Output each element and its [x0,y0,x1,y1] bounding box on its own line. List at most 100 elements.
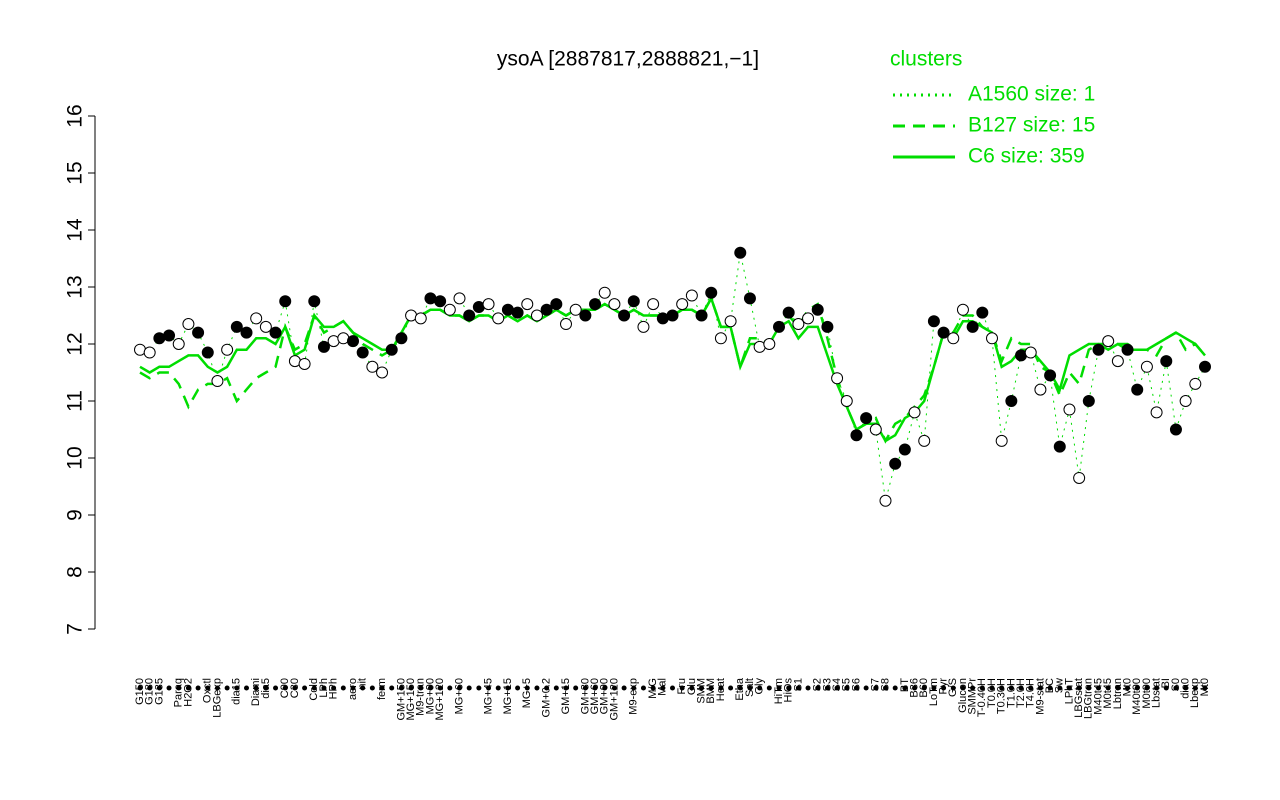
x-marker [544,685,550,691]
point [918,434,931,447]
x-tick-label: M/G [647,678,659,699]
x-marker [195,685,201,691]
x-tick-label: aero [347,678,359,700]
x-marker [457,685,462,691]
point [743,292,756,305]
point [230,320,243,333]
point [366,360,379,373]
point [782,306,795,319]
x-tick-label: S7 [870,678,882,691]
x-tick-label: S1 [792,678,804,691]
x-marker [679,685,685,691]
x-tick-label: GM+30 [579,678,591,714]
point [705,286,718,299]
point [976,306,989,319]
point [947,332,960,345]
x-marker [931,685,937,691]
x-marker [534,685,540,691]
x-tick-label: B36 [908,678,920,698]
x-tick-label: MG+5 [521,678,533,708]
point [530,309,543,322]
point [889,457,902,470]
x-marker [1057,685,1063,691]
x-tick-label: M9-tran [415,678,427,716]
x-tick-label: M40t90 [1131,678,1143,715]
x-tick-label: S6 [850,678,862,691]
point [1169,423,1182,436]
y-tick-label: 16 [64,104,87,127]
x-tick-label: HPh [328,678,340,699]
x-tick-label: Heat [715,678,727,701]
x-marker [1018,685,1024,691]
x-marker [737,685,743,691]
x-tick-label: M0t90 [1141,678,1153,709]
point [1024,346,1037,359]
x-tick-label: BI [1160,678,1172,688]
point [356,346,369,359]
point [1005,395,1018,407]
x-marker [602,685,608,691]
x-marker [282,685,288,691]
point [618,309,631,322]
point [1053,440,1066,453]
point [1140,360,1153,373]
point [898,443,911,456]
point [937,326,950,339]
x-tick-label: C90 [279,678,291,698]
x-marker [321,685,327,691]
x-marker [883,685,888,691]
x-tick-label: BT [899,678,911,692]
x-marker [863,685,869,691]
x-marker [650,685,656,691]
point [453,292,466,305]
x-marker [631,685,637,691]
point [463,309,476,322]
point [966,320,979,333]
point [1111,355,1124,368]
point [647,298,660,311]
point [792,318,805,331]
point [376,366,389,379]
x-tick-label: H2O2 [182,678,194,707]
x-tick-label: Cold [308,678,320,701]
point [182,318,195,331]
x-marker [214,685,220,691]
x-marker [466,685,472,691]
x-tick-label: SMMPr [967,678,979,715]
x-tick-label: LBGexp [211,678,223,718]
point [414,312,427,325]
point [1044,369,1057,382]
x-marker [253,685,259,691]
x-marker [1037,685,1043,691]
x-marker [147,685,153,691]
x-tick-label: Paraq [173,678,185,707]
x-marker [1105,685,1111,691]
x-tick-label: Etha [734,677,746,701]
x-marker [776,685,782,691]
y-tick-label: 12 [64,332,87,355]
x-tick-label: T1.0H [1005,678,1017,708]
x-tick-label: MG+150 [405,678,417,721]
x-marker [670,685,675,691]
x-tick-label: Sw [1054,678,1066,693]
x-marker [1047,685,1053,691]
point [1160,355,1173,368]
y-tick-label: 14 [64,218,87,242]
x-marker [224,685,230,691]
x-marker [1154,685,1160,691]
x-tick-label: HiOs [783,678,795,703]
x-marker [824,685,830,691]
x-marker [476,685,482,691]
chart-title: ysoA [2887817,2888821,−1] [497,48,759,71]
x-tick-label: S4 [831,678,843,691]
legend-title: clusters [890,48,962,71]
x-tick-label: Glu [686,678,698,695]
point [443,303,456,316]
x-tick-label: M40t45 [1092,678,1104,715]
x-marker [1125,685,1131,691]
point [143,346,156,359]
y-tick-label: 11 [64,390,87,412]
point [521,298,534,311]
x-tick-label: S3 [821,678,833,691]
x-marker [1096,685,1101,691]
